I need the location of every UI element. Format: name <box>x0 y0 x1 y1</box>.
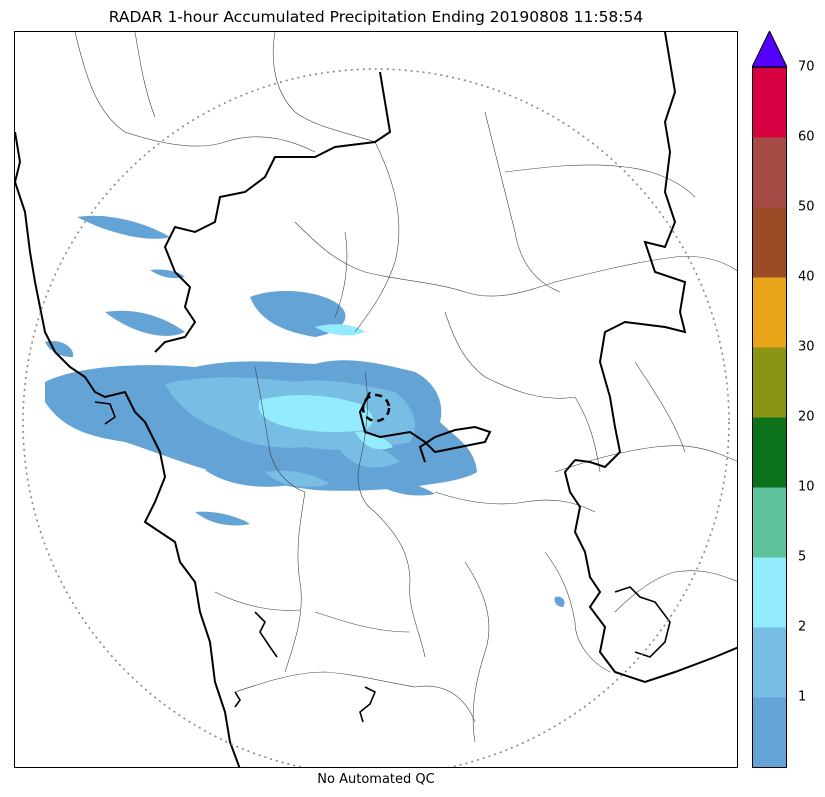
radar-site-marker <box>361 393 391 423</box>
colorbar-band <box>752 487 787 558</box>
colorbar-tick-label: 50 <box>798 199 815 215</box>
colorbar-band <box>752 557 787 628</box>
colorbar-top-label: 70 <box>798 59 815 75</box>
colorbar-band <box>752 277 787 348</box>
colorbar-band <box>752 417 787 488</box>
qc-note: No Automated QC <box>317 772 435 787</box>
radar-range-ring <box>22 68 730 767</box>
colorbar-band <box>752 627 787 698</box>
radar-map <box>14 31 738 768</box>
colorbar-tick-label: 10 <box>798 479 815 495</box>
colorbar-band <box>752 67 787 138</box>
colorbar-band <box>752 207 787 278</box>
colorbar <box>752 31 787 768</box>
colorbar-tick-label: 30 <box>798 339 815 355</box>
precipitation-layer-cyan <box>258 324 393 450</box>
colorbar-band <box>752 137 787 208</box>
colorbar-band <box>752 697 787 768</box>
colorbar-tick-label: 2 <box>798 619 807 635</box>
colorbar-tick-label: 5 <box>798 549 807 565</box>
colorbar-tick-label: 40 <box>798 269 815 285</box>
colorbar-tick-label: 1 <box>798 689 807 705</box>
state-borders <box>15 32 737 767</box>
coastal-islands <box>94 401 671 723</box>
district-boundaries <box>74 32 737 743</box>
map-title: RADAR 1-hour Accumulated Precipitation E… <box>108 8 644 26</box>
colorbar-tick-label: 60 <box>798 129 815 145</box>
colorbar-extend-arrow <box>752 31 787 68</box>
colorbar-tick-label: 20 <box>798 409 815 425</box>
colorbar-band <box>752 347 787 418</box>
